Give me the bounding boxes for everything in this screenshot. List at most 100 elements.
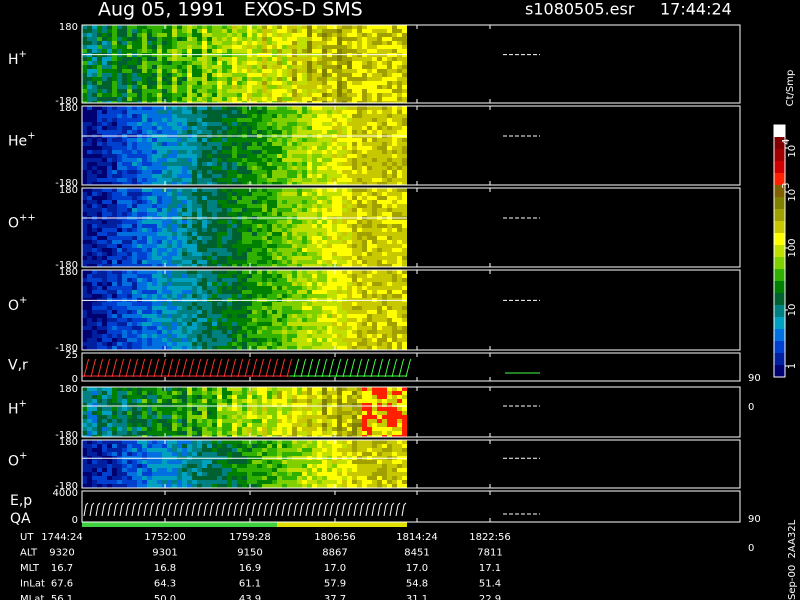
spectrogram-cell [182, 224, 187, 228]
spectrogram-cell [257, 77, 262, 81]
spectrogram-cell [192, 240, 197, 244]
spectrogram-cell [97, 196, 102, 200]
spectrogram-cell [137, 45, 142, 49]
spectrogram-cell [287, 330, 292, 334]
spectrogram-cell [347, 248, 352, 252]
spectrogram-cell [317, 61, 322, 65]
spectrogram-cell [312, 240, 317, 244]
spectrogram-cell [242, 77, 247, 81]
spectrogram-cell [332, 302, 337, 306]
spectrogram-cell [172, 182, 177, 185]
spectrogram-cell [197, 45, 202, 49]
spectrogram-cell [217, 208, 222, 212]
spectrogram-cell [102, 33, 107, 37]
spectrogram-cell [262, 77, 267, 81]
spectrogram-cell [267, 69, 272, 73]
spectrogram-cell [152, 118, 157, 122]
spectrogram-cell [362, 170, 367, 174]
spectrogram-cell [187, 200, 192, 204]
spectrogram-cell [187, 212, 192, 216]
panel-label: H+ [8, 49, 27, 68]
spectrogram-cell [137, 338, 142, 342]
spectrogram-cell [82, 97, 87, 101]
spectrogram-cell [192, 81, 197, 85]
spectrogram-cell [247, 252, 252, 256]
spectrogram-cell [337, 146, 342, 150]
spectrogram-cell [392, 41, 397, 45]
spectrogram-cell [302, 130, 307, 134]
spectrogram-cell [267, 264, 272, 267]
spectrogram-cell [92, 232, 97, 236]
title: Aug 05, 1991 EXOS-D SMS [98, 0, 363, 21]
spectrogram-cell [137, 65, 142, 69]
spectrogram-cell [287, 166, 292, 170]
spectrogram-cell [347, 228, 352, 232]
spectrogram-cell [187, 81, 192, 85]
spectrogram-cell [132, 264, 137, 267]
spectrogram-cell [237, 326, 242, 330]
spectrogram-cell [107, 61, 112, 65]
spectrogram-cell [327, 49, 332, 53]
spectrogram-cell [327, 150, 332, 154]
spectrogram-cell [222, 37, 227, 41]
spectrogram-cell [162, 29, 167, 33]
spectrogram-cell [177, 97, 182, 101]
spectrogram-cell [317, 306, 322, 310]
spectrogram-cell [302, 162, 307, 166]
spectrogram-cell [122, 256, 127, 260]
spectrogram-cell [97, 85, 102, 89]
spectrogram-cell [262, 318, 267, 322]
spectrogram-cell [127, 270, 132, 274]
spectrogram-cell [207, 346, 212, 350]
spectrogram-cell [272, 146, 277, 150]
spectrogram-cell [87, 282, 92, 286]
spectrogram-cell [272, 122, 277, 126]
spectrogram-cell [222, 65, 227, 69]
spectrogram-cell [337, 260, 342, 264]
spectrogram-cell [137, 178, 142, 182]
spectrogram-cell [137, 244, 142, 248]
spectrogram-cell [117, 73, 122, 77]
spectrogram-cell [102, 322, 107, 326]
spectrogram-cell [167, 101, 172, 103]
spectrogram-cell [192, 334, 197, 338]
spectrogram-cell [197, 73, 202, 77]
axis-bottom-label: -180 [55, 178, 78, 189]
spectrogram-cell [247, 282, 252, 286]
spectrogram-cell [107, 73, 112, 77]
spectrogram-cell [197, 158, 202, 162]
spectrogram-cell [162, 220, 167, 224]
spectrogram-cell [272, 306, 277, 310]
spectrogram-cell [217, 81, 222, 85]
spectrogram-cell [192, 29, 197, 33]
spectrogram-cell [97, 294, 102, 298]
spectrogram-cell [112, 314, 117, 318]
spectrogram-cell [302, 286, 307, 290]
spectrogram-cell [302, 322, 307, 326]
spectrogram-cell [182, 248, 187, 252]
spectrogram-cell [202, 330, 207, 334]
spectrogram-cell [342, 192, 347, 196]
spectrogram-cell [327, 126, 332, 130]
spectrogram-cell [182, 290, 187, 294]
spectrogram-cell [232, 314, 237, 318]
spectrogram-cell [402, 240, 407, 244]
spectrogram-cell [182, 192, 187, 196]
spectrogram-cell [172, 85, 177, 89]
spectrogram-cell [342, 89, 347, 93]
spectrogram-cell [257, 338, 262, 342]
spectrogram-cell [237, 244, 242, 248]
spectrogram-cell [137, 264, 142, 267]
spectrogram-cell [332, 290, 337, 294]
spectrogram-cell [137, 334, 142, 338]
spectrogram-cell [232, 302, 237, 306]
spectrogram-cell [232, 85, 237, 89]
spectrogram-cell [357, 89, 362, 93]
spectrogram-cell [132, 256, 137, 260]
spectrogram-cell [287, 256, 292, 260]
spectrogram-cell [397, 97, 402, 101]
spectrogram-cell [82, 33, 87, 37]
spectrogram-cell [147, 310, 152, 314]
spectrogram-cell [272, 220, 277, 224]
spectrogram-cell [372, 150, 377, 154]
